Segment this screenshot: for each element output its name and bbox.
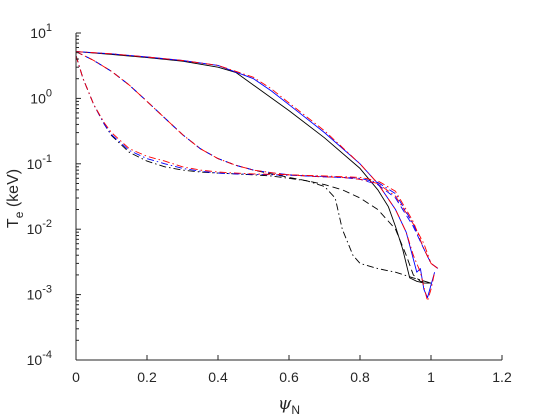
x-axis-label: ψN [278, 394, 300, 416]
x-tick-label: 0.8 [350, 369, 370, 385]
x-axis-label-symbol: ψ [278, 394, 292, 414]
series-line [75, 55, 439, 269]
series-line [75, 51, 436, 302]
series-line [75, 55, 439, 269]
x-tick-label: 1 [427, 369, 435, 385]
y-axis-label-unit: (keV) [5, 169, 22, 212]
series-line [75, 51, 431, 284]
y-tick-label: 10-2 [27, 218, 52, 237]
series-line [75, 51, 436, 299]
series-line [75, 51, 439, 269]
y-tick-label: 10-3 [27, 284, 52, 303]
x-axis-label-subscript: N [291, 403, 300, 416]
x-tick-label: 0.4 [208, 369, 228, 385]
x-tick-label: 1.2 [492, 369, 512, 385]
y-ticks: 10-4 10-3 10-2 10-1 100 101 [27, 22, 81, 368]
series-line [75, 51, 431, 284]
y-tick-label: 10-1 [27, 153, 52, 172]
y-axis-label-subscript: e [12, 211, 26, 218]
y-tick-label: 101 [30, 22, 52, 41]
series-line [75, 51, 439, 269]
y-tick-label: 100 [30, 87, 52, 106]
x-tick-label: 0.2 [137, 369, 157, 385]
x-ticks: 0 0.2 0.4 0.6 0.8 1 1.2 [72, 355, 512, 385]
y-tick-label: 10-4 [27, 349, 52, 368]
series-layer [75, 51, 439, 302]
series-line [75, 55, 432, 284]
y-axis-label-main: T [5, 218, 22, 228]
axes-layer [75, 33, 502, 361]
y-axis-label: Te (keV) [5, 169, 26, 228]
x-tick-label: 0 [72, 369, 80, 385]
x-tick-label: 0.6 [279, 369, 299, 385]
